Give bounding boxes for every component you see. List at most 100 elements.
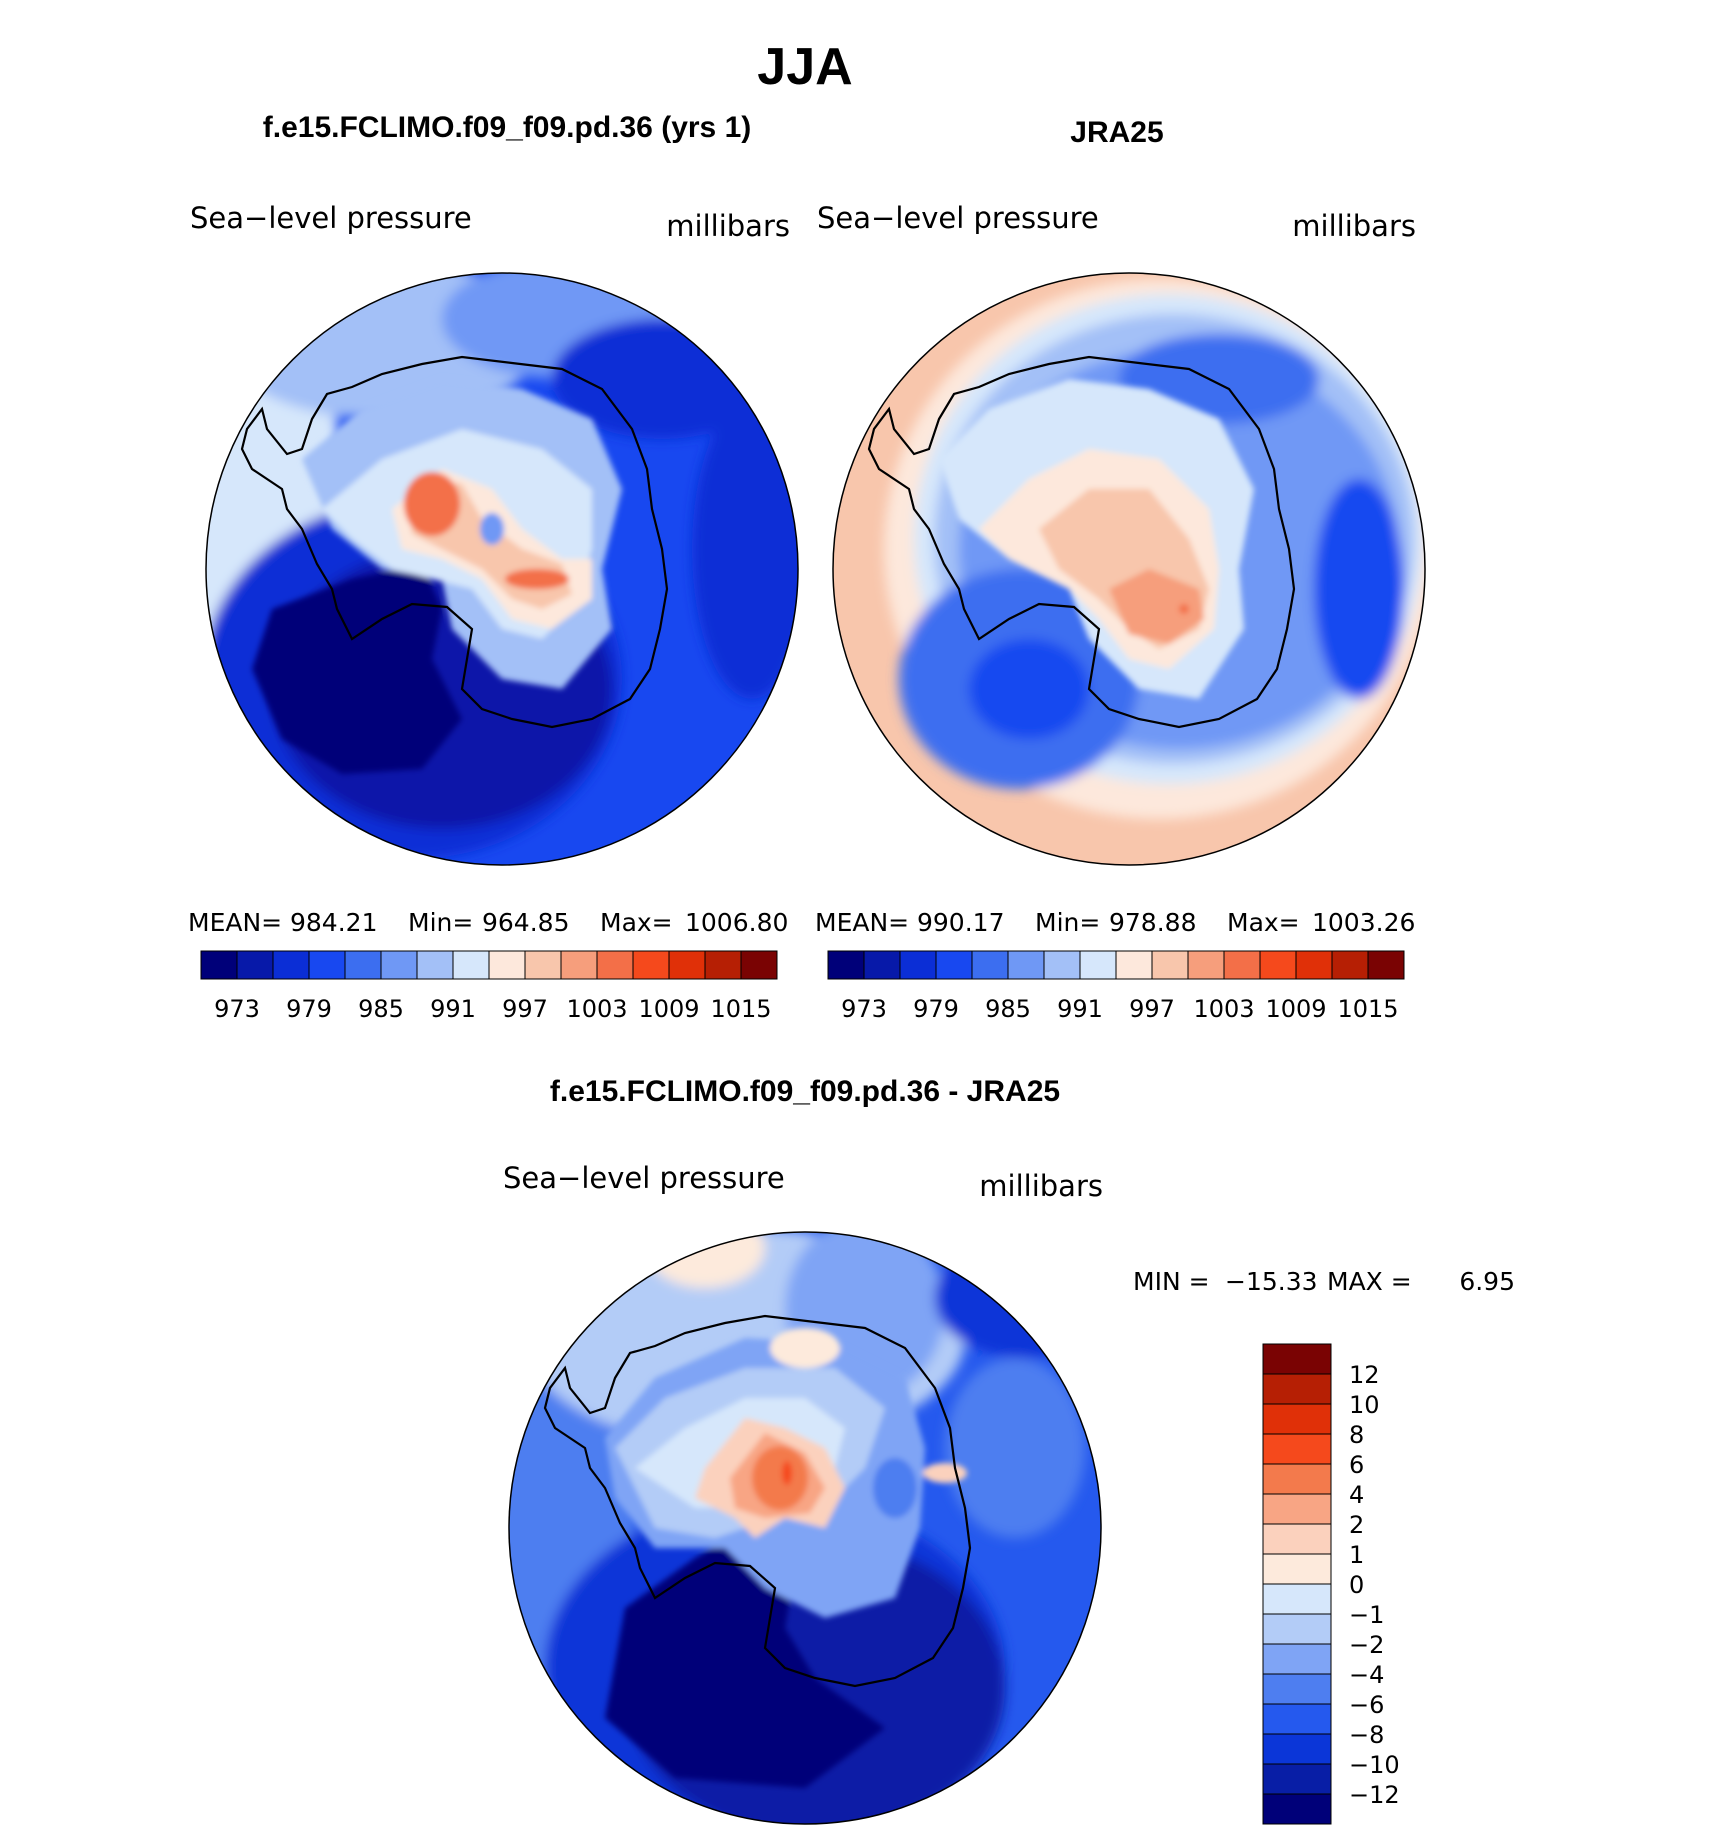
obs-colorbar-swatch <box>1331 950 1369 980</box>
obs-colorbar-tick-label: 997 <box>1129 995 1175 1023</box>
model-colorbar-swatch <box>380 950 418 980</box>
diff-colorbar-swatch <box>1262 1733 1332 1765</box>
obs-colorbar-swatch <box>827 950 865 980</box>
obs-field-high-peak <box>1179 604 1189 614</box>
panel-obs-map <box>833 273 1425 865</box>
diff-colorbar-swatch <box>1262 1793 1332 1825</box>
obs-colorbar-swatch <box>1367 950 1405 980</box>
obs-field-high-core <box>1109 569 1204 644</box>
model-colorbar-swatch <box>632 950 670 980</box>
panel-model-title: f.e15.FCLIMO.f09_f09.pd.36 (yrs 1) <box>263 111 752 144</box>
obs-colorbar-tick-label: 1009 <box>1265 995 1326 1023</box>
obs-colorbar-swatch <box>971 950 1009 980</box>
model-colorbar-swatch <box>596 950 634 980</box>
diff-colorbar-tick-label: 4 <box>1349 1481 1364 1509</box>
diff-colorbar-tick-label: 10 <box>1349 1391 1380 1419</box>
model-colorbar-tick-label: 1015 <box>710 995 771 1023</box>
diff-colorbar-swatch <box>1262 1553 1332 1585</box>
obs-min-label: Min= <box>1035 908 1100 937</box>
obs-colorbar-swatch <box>1043 950 1081 980</box>
diff-colorbar-tick-label: 2 <box>1349 1511 1364 1539</box>
model-colorbar-swatch <box>272 950 310 980</box>
model-colorbar-swatch <box>488 950 526 980</box>
diff-colorbar-swatch <box>1262 1493 1332 1525</box>
model-colorbar-swatch <box>668 950 706 980</box>
obs-colorbar-swatch <box>1007 950 1045 980</box>
panel-model-stats: MEAN= 984.21 Min= 964.85 Max= 1006.80 <box>188 908 788 937</box>
panel-model-units-label: millibars <box>666 209 790 243</box>
model-colorbar-swatch <box>740 950 778 980</box>
diff-field-east-pocket <box>873 1458 917 1518</box>
panel-obs-colorbar: 973 979 985 991 997 1003 1009 1015 <box>827 950 1405 1023</box>
diff-colorbar-tick-label: −12 <box>1349 1781 1400 1809</box>
model-mean-value: 984.21 <box>290 908 377 937</box>
diff-colorbar-swatch <box>1262 1673 1332 1705</box>
model-colorbar-tick-label: 991 <box>430 995 476 1023</box>
panel-diff-map <box>509 1232 1101 1824</box>
diff-colorbar-swatch <box>1262 1763 1332 1795</box>
figure-title: JJA <box>757 38 852 96</box>
model-field-high-peak2 <box>505 569 569 589</box>
obs-min-value: 978.88 <box>1109 908 1196 937</box>
diff-colorbar-tick-label: −6 <box>1349 1691 1384 1719</box>
obs-colorbar-tick-label: 1015 <box>1337 995 1398 1023</box>
diff-field-north-top <box>645 1232 765 1288</box>
obs-colorbar-tick-label: 991 <box>1057 995 1103 1023</box>
model-field-amundsen-low-core <box>252 564 462 774</box>
panel-obs-title: JRA25 <box>1070 116 1163 149</box>
obs-colorbar-swatch <box>1295 950 1333 980</box>
diff-colorbar-tick-label: 6 <box>1349 1451 1364 1479</box>
model-min-label: Min= <box>408 908 473 937</box>
obs-colorbar-swatch <box>1259 950 1297 980</box>
panel-obs-stats: MEAN= 990.17 Min= 978.88 Max= 1003.26 <box>815 908 1415 937</box>
diff-colorbar-tick-label: 8 <box>1349 1421 1364 1449</box>
obs-colorbar-tick-label: 973 <box>841 995 887 1023</box>
diff-max-value: 6.95 <box>1459 1267 1515 1296</box>
model-field-high-peak1 <box>404 472 460 536</box>
model-colorbar-tick-label: 979 <box>286 995 332 1023</box>
obs-field-sw-low-core <box>969 639 1089 739</box>
diff-colorbar-tick-label: 1 <box>1349 1541 1364 1569</box>
model-field-east <box>692 399 798 699</box>
model-mean-label: MEAN= <box>188 908 282 937</box>
obs-max-label: Max= <box>1227 908 1300 937</box>
panel-obs-variable-label: Sea−level pressure <box>817 201 1099 235</box>
diff-colorbar-tick-label: −8 <box>1349 1721 1384 1749</box>
panel-diff-map-border <box>508 1231 1102 1825</box>
diff-max-label: MAX = <box>1327 1267 1412 1296</box>
model-colorbar-tick-label: 973 <box>214 995 260 1023</box>
diff-colorbar-swatch <box>1262 1703 1332 1735</box>
diff-field-high-core <box>752 1446 808 1510</box>
model-colorbar-swatch <box>236 950 274 980</box>
diff-field-east <box>945 1358 1085 1538</box>
diff-colorbar-tick-label: −4 <box>1349 1661 1384 1689</box>
obs-colorbar-tick-label: 979 <box>913 995 959 1023</box>
diff-min-label: MIN = <box>1133 1267 1210 1296</box>
model-max-label: Max= <box>600 908 673 937</box>
obs-field-east-low <box>1314 479 1404 699</box>
obs-colorbar-tick-label: 985 <box>985 995 1031 1023</box>
panel-diff: f.e15.FCLIMO.f09_f09.pd.36 - JRA25 Sea−l… <box>503 1075 1515 1825</box>
obs-colorbar-swatch <box>1115 950 1153 980</box>
model-colorbar-swatch <box>560 950 598 980</box>
obs-colorbar-tick-label: 1003 <box>1193 995 1254 1023</box>
diff-colorbar-tick-label: −1 <box>1349 1601 1384 1629</box>
panel-diff-variable-label: Sea−level pressure <box>503 1161 785 1195</box>
diff-field-east-high <box>923 1463 967 1483</box>
diff-field-north-bump <box>770 1328 840 1368</box>
panel-model-map <box>206 273 798 865</box>
diff-colorbar-swatch <box>1262 1463 1332 1495</box>
diff-colorbar-tick-label: −10 <box>1349 1751 1400 1779</box>
diff-field-high-peak <box>782 1461 792 1485</box>
model-field-plateau-low <box>480 513 504 545</box>
model-colorbar-tick-label: 997 <box>502 995 548 1023</box>
obs-colorbar-swatch <box>899 950 937 980</box>
obs-colorbar-swatch <box>1223 950 1261 980</box>
obs-mean-value: 990.17 <box>917 908 1004 937</box>
model-colorbar-swatch <box>200 950 238 980</box>
diff-colorbar-swatch <box>1262 1613 1332 1645</box>
diff-min-value: −15.33 <box>1225 1267 1318 1296</box>
obs-colorbar-swatch <box>863 950 901 980</box>
obs-colorbar-swatch <box>935 950 973 980</box>
